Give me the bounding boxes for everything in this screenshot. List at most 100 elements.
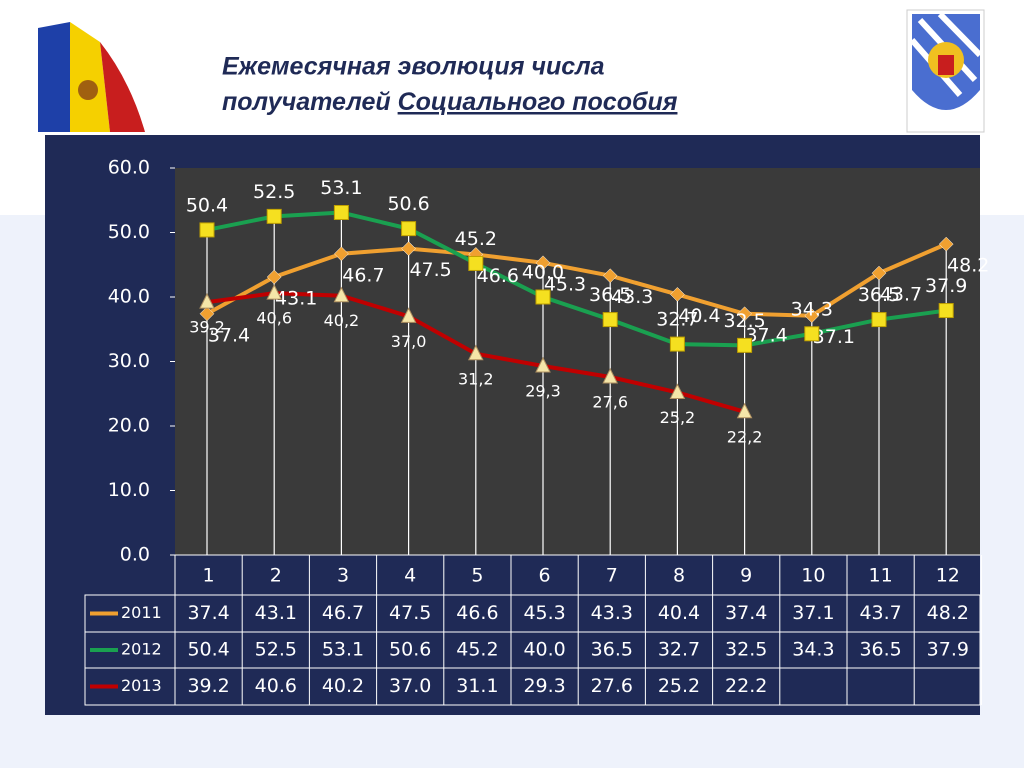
- point: [871, 312, 887, 328]
- data-label: 47.5: [409, 259, 451, 281]
- data-label: 37.4: [208, 324, 250, 346]
- point: [736, 402, 753, 419]
- table-cell: 53.1: [322, 639, 364, 661]
- point: [938, 303, 954, 319]
- legend-label: 2011: [121, 603, 162, 622]
- point: [266, 269, 282, 285]
- y-tick-label: 60.0: [108, 157, 150, 179]
- data-label: 53.1: [320, 177, 362, 199]
- point: [535, 356, 551, 373]
- table-cell: 40.2: [322, 675, 364, 697]
- table-cell: 40.0: [523, 639, 565, 661]
- point: [199, 306, 215, 322]
- y-tick-label: 40.0: [108, 286, 150, 308]
- data-label: 40,6: [256, 309, 292, 328]
- data-label: 46.7: [342, 264, 384, 286]
- table-cell: 43.3: [591, 602, 633, 624]
- point: [669, 383, 686, 399]
- point: [737, 337, 753, 353]
- title-line: Ежемесячная эволюция числа: [222, 53, 605, 81]
- series-line: [206, 242, 947, 318]
- point: [199, 222, 215, 238]
- table-cell: 46.7: [322, 602, 364, 624]
- data-label: 45.3: [544, 273, 586, 295]
- data-label: 52.5: [253, 181, 295, 203]
- point: [804, 326, 820, 342]
- data-label: 29,3: [525, 382, 561, 401]
- data-label: 25,2: [660, 408, 696, 427]
- data-label: 27,6: [592, 392, 628, 411]
- table-cell: 45.2: [456, 639, 498, 661]
- data-label: 43.3: [611, 286, 653, 308]
- coat-of-arms: [906, 9, 985, 133]
- x-tick-label: 9: [740, 565, 752, 587]
- title-text: получателей: [222, 88, 391, 116]
- x-tick-label: 8: [673, 565, 685, 587]
- table-cell: 37.1: [792, 602, 834, 624]
- legend-label: 2012: [121, 640, 162, 659]
- table-cell: 25.2: [658, 675, 700, 697]
- data-label: 36.5: [589, 284, 631, 306]
- table-cell: 46.6: [456, 602, 498, 624]
- data-label: 22,2: [727, 427, 763, 446]
- data-label: 32.5: [723, 310, 765, 332]
- x-tick-label: 3: [337, 565, 349, 587]
- legend-label: 2013: [121, 676, 162, 695]
- point: [400, 307, 417, 323]
- point: [468, 255, 484, 271]
- table-cell: 50.6: [389, 639, 431, 661]
- table-cell: 22.2: [725, 675, 767, 697]
- y-tick-label: 50.0: [108, 221, 150, 243]
- table-cell: 29.3: [523, 675, 565, 697]
- table-cell: 34.3: [792, 639, 834, 661]
- table-cell: 52.5: [255, 639, 297, 661]
- data-label: 37.9: [925, 275, 967, 297]
- point: [602, 312, 618, 328]
- table-cell: 36.5: [591, 639, 633, 661]
- y-tick-label: 10.0: [108, 479, 150, 501]
- point: [737, 306, 752, 322]
- table-cell: 39.2: [187, 675, 229, 697]
- plot-area: [175, 168, 980, 555]
- data-label: 37,0: [391, 332, 427, 351]
- data-label: 36.5: [858, 284, 900, 306]
- data-label: 40.4: [678, 305, 720, 327]
- table-cell: 31.1: [456, 675, 498, 697]
- data-label: 40.0: [522, 262, 564, 284]
- table-cell: 47.5: [389, 602, 431, 624]
- table-cell: 40.4: [658, 602, 700, 624]
- y-tick-label: 20.0: [108, 415, 150, 437]
- data-label: 39,2: [189, 318, 225, 337]
- x-tick-label: 1: [203, 565, 215, 587]
- point: [401, 241, 416, 256]
- point: [602, 268, 618, 284]
- point: [670, 287, 685, 302]
- point: [199, 293, 215, 309]
- data-label: 43.1: [275, 288, 317, 310]
- x-tick-label: 12: [936, 565, 960, 587]
- point: [871, 265, 887, 281]
- x-tick-label: 10: [801, 565, 825, 587]
- table-cell: 37.4: [725, 602, 767, 624]
- point: [467, 344, 484, 361]
- table-cell: 32.7: [658, 639, 700, 661]
- point: [669, 336, 685, 352]
- table-cell: 37.9: [927, 639, 969, 661]
- table-cell: 40.6: [255, 675, 297, 697]
- table-cell: 37.4: [187, 602, 229, 624]
- x-tick-label: 5: [471, 565, 483, 587]
- point: [266, 208, 282, 224]
- title-link: Социального пособия: [398, 88, 678, 116]
- table-cell: 32.5: [725, 639, 767, 661]
- x-tick-label: 2: [270, 565, 282, 587]
- data-label: 32.7: [656, 309, 698, 331]
- flag: [38, 22, 145, 132]
- data-label: 31,2: [458, 369, 494, 388]
- data-label: 46.6: [477, 265, 519, 287]
- x-tick-label: 11: [869, 565, 893, 587]
- table-cell: 50.4: [187, 639, 229, 661]
- data-label: 48.2: [947, 255, 989, 277]
- data-label: 37.1: [813, 326, 855, 348]
- point: [333, 286, 350, 303]
